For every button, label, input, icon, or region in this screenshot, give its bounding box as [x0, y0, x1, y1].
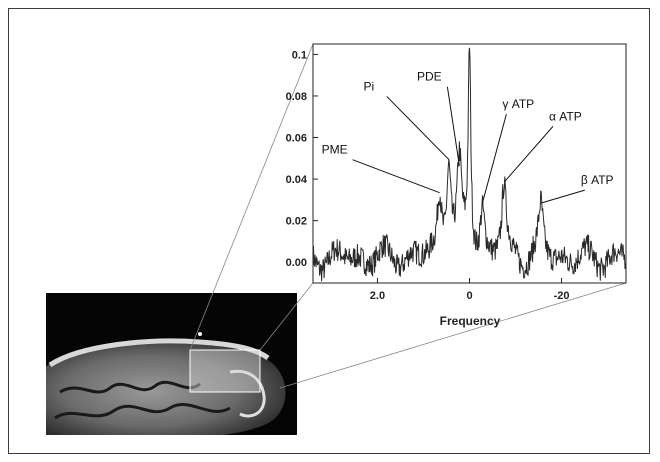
cerebellum-edge: [229, 369, 266, 418]
peak-label: β ATP: [581, 173, 614, 187]
y-tick-label: 0.02: [286, 216, 307, 228]
peak-label: PDE: [417, 70, 442, 84]
y-axis: 0.1 0.08 0.06 0.04 0.02 0.00: [286, 49, 318, 269]
brain-tissue: [46, 341, 286, 435]
x-tick-label: 0: [466, 290, 472, 302]
y-tick-label: 0.00: [286, 257, 307, 269]
x-tick-label: -20: [554, 290, 570, 302]
zoom-line-top-left: [189, 43, 314, 351]
x-axis-label: Frequency: [440, 314, 501, 328]
y-tick-label: 0.1: [292, 49, 307, 61]
figure-frame: [8, 8, 650, 454]
zoom-line-bottom-right: [279, 282, 627, 389]
skull-edge: [48, 338, 270, 368]
y-tick-label: 0.06: [286, 133, 307, 145]
x-tick-label: 2.0: [370, 290, 385, 302]
mri-inset: [46, 293, 297, 435]
peak-leader-line: [503, 125, 554, 183]
peak-label: Pi: [363, 79, 374, 93]
x-axis: 2.0 0 -20: [370, 278, 570, 302]
peak-label: α ATP: [549, 109, 582, 123]
spectrum-line: [312, 47, 627, 282]
peak-leader-line: [446, 86, 460, 166]
peak-label: PME: [322, 143, 348, 157]
peak-leader-line: [481, 113, 507, 204]
marker-dot: [198, 332, 202, 336]
zoom-line-bottom-left: [259, 282, 314, 351]
cortical-fold: [59, 380, 201, 394]
peak-leader-line: [540, 189, 585, 204]
peak-leader-line: [352, 159, 440, 194]
voxel-box: [189, 349, 261, 393]
cortical-fold: [54, 403, 231, 420]
peak-label: γ ATP: [502, 97, 534, 111]
y-tick-label: 0.08: [286, 91, 307, 103]
spectrum-plot: 0.1 0.08 0.06 0.04 0.02 0.00 2.0 0 -20 PME Pi PDE…: [286, 43, 627, 328]
plot-area: [312, 43, 627, 284]
peak-leader-line: [386, 96, 450, 160]
y-tick-label: 0.04: [286, 174, 308, 186]
